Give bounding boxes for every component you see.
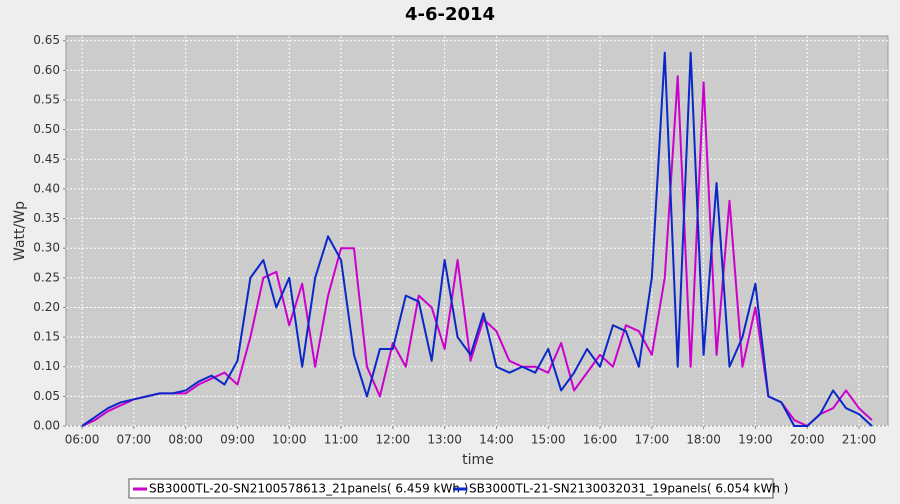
x-tick-label: 09:00: [220, 433, 255, 447]
plot-area: [65, 35, 889, 427]
legend-label: SB3000TL-21-SN2130032031_19panels( 6.054…: [469, 482, 788, 496]
chart-title: 4-6-2014: [405, 4, 495, 25]
x-tick-label: 12:00: [376, 433, 411, 447]
legend-label: SB3000TL-20-SN2100578613_21panels( 6.459…: [149, 482, 468, 496]
x-tick-label: 15:00: [531, 433, 566, 447]
x-tick-label: 17:00: [635, 433, 670, 447]
y-tick-label: 0.40: [33, 181, 60, 195]
x-tick-label: 07:00: [117, 433, 152, 447]
y-tick-label: 0.30: [33, 241, 60, 255]
y-tick-label: 0.45: [33, 152, 60, 166]
y-tick-label: 0.55: [33, 93, 60, 107]
x-tick-label: 14:00: [479, 433, 514, 447]
x-tick-label: 21:00: [842, 433, 877, 447]
x-tick-label: 11:00: [324, 433, 359, 447]
y-tick-label: 0.50: [33, 122, 60, 136]
y-tick-label: 0.35: [33, 211, 60, 225]
legend: [128, 478, 774, 499]
x-tick-label: 13:00: [427, 433, 462, 447]
y-tick-label: 0.10: [33, 359, 60, 373]
x-tick-label: 19:00: [738, 433, 773, 447]
x-tick-label: 20:00: [790, 433, 825, 447]
y-axis-label: Watt/Wp: [12, 201, 28, 261]
y-tick-label: 0.25: [33, 270, 60, 284]
y-tick-label: 0.00: [33, 419, 60, 433]
x-axis-label: time: [462, 452, 494, 468]
x-tick-label: 18:00: [686, 433, 721, 447]
x-tick-label: 06:00: [65, 433, 100, 447]
series-line: [81, 51, 873, 427]
x-tick-label: 10:00: [272, 433, 307, 447]
y-tick-label: 0.20: [33, 300, 60, 314]
y-tick-label: 0.05: [33, 389, 60, 403]
y-tick-label: 0.65: [33, 33, 60, 47]
x-tick-label: 16:00: [583, 433, 618, 447]
y-tick-label: 0.15: [33, 330, 60, 344]
x-tick-label: 08:00: [168, 433, 203, 447]
y-tick-label: 0.60: [33, 63, 60, 77]
